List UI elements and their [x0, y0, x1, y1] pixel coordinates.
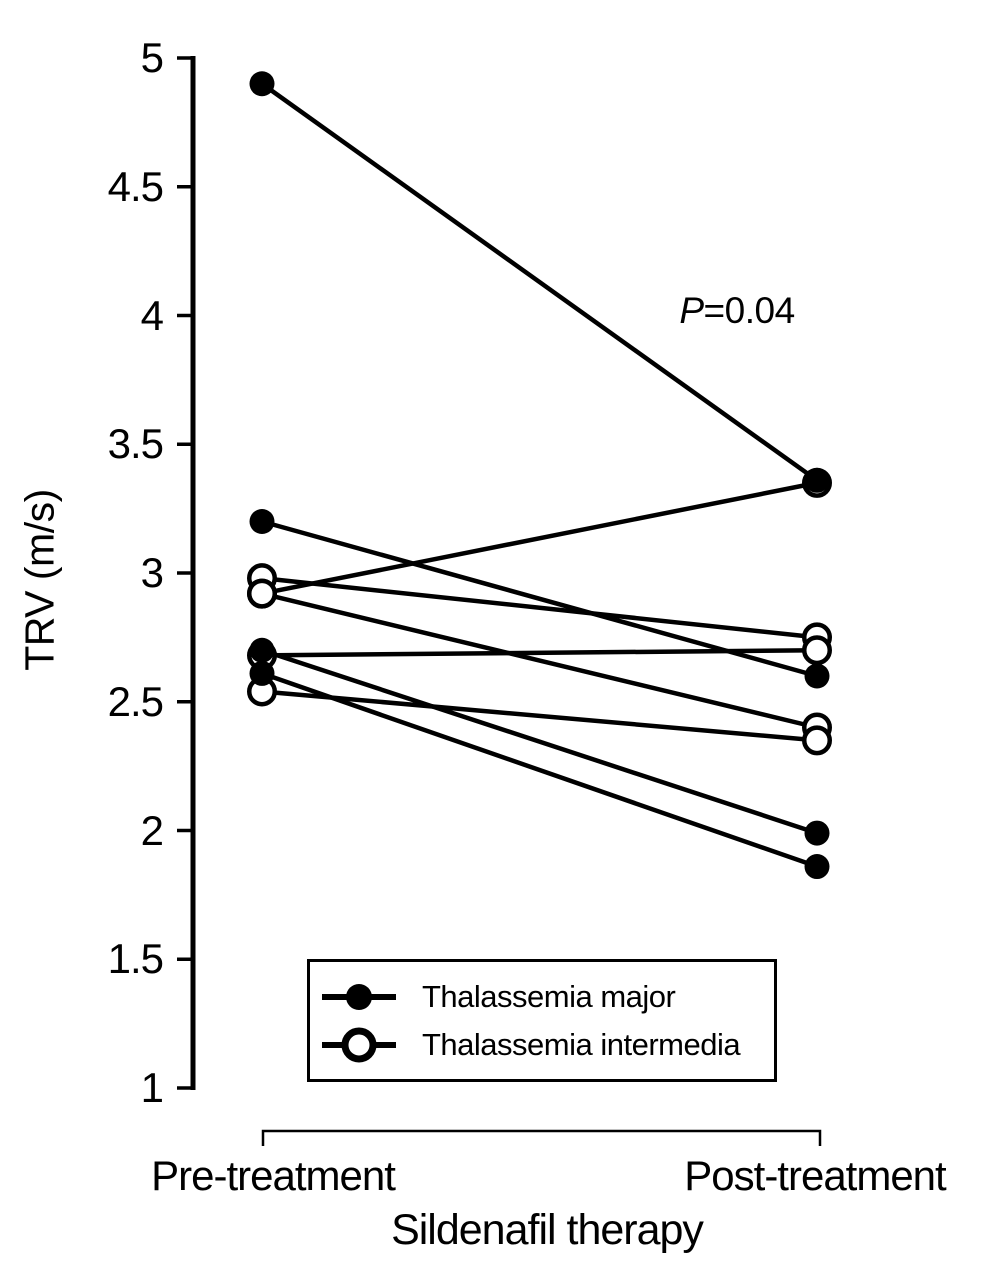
legend-row-intermedia: Thalassemia intermedia	[318, 1023, 774, 1067]
open-circle-marker	[802, 635, 832, 666]
open-circle-marker	[247, 578, 277, 609]
x-axis-bracket	[261, 1129, 822, 1146]
patient-line	[261, 480, 818, 596]
patient-line	[261, 689, 818, 743]
y-tick-label: 3	[140, 549, 164, 596]
y-tick-label: 1.5	[107, 935, 164, 983]
x-axis-title: Sildenafil therapy	[391, 1206, 704, 1254]
legend-row-major: Thalassemia major	[318, 975, 774, 1019]
y-tick-label: 3.5	[107, 420, 164, 468]
legend-label-intermedia: Thalassemia intermedia	[422, 1026, 741, 1062]
filled-circle-marker	[249, 660, 275, 686]
y-tick-label: 4	[140, 291, 164, 339]
y-tick-label: 2.5	[107, 677, 164, 725]
filled-circle-marker	[804, 820, 830, 846]
open-circle-marker-icon	[322, 1027, 396, 1062]
legend-label-major: Thalassemia major	[422, 978, 676, 1014]
y-axis-title: TRV (m/s)	[16, 489, 63, 671]
y-tick-label: 1	[140, 1064, 164, 1111]
legend-box: Thalassemia major Thalassemia intermedia	[307, 959, 777, 1082]
x-category-post-treatment: Post-treatment	[684, 1152, 946, 1199]
p-value-number: =0.04	[703, 290, 796, 331]
y-tick-label: 5	[140, 34, 164, 81]
filled-circle-marker	[249, 637, 275, 663]
patient-line	[261, 575, 818, 640]
patient-line	[261, 591, 818, 730]
patient-line	[261, 648, 818, 836]
filled-circle-marker-icon	[322, 983, 396, 1010]
open-circle-marker	[802, 725, 832, 756]
filled-circle-marker	[249, 71, 275, 97]
patient-line	[261, 671, 818, 869]
patient-line	[261, 648, 818, 658]
patient-line	[260, 81, 819, 483]
filled-circle-marker	[249, 509, 275, 534]
p-value-annotation: P=0.04	[679, 290, 796, 332]
filled-circle-marker	[804, 663, 830, 689]
filled-circle-marker	[804, 854, 830, 880]
y-tick-label: 4.5	[107, 162, 164, 210]
filled-circle-marker	[804, 467, 830, 493]
p-value-symbol: P	[679, 290, 704, 331]
x-category-pre-treatment: Pre-treatment	[151, 1152, 396, 1199]
y-tick-label: 2	[140, 806, 164, 854]
